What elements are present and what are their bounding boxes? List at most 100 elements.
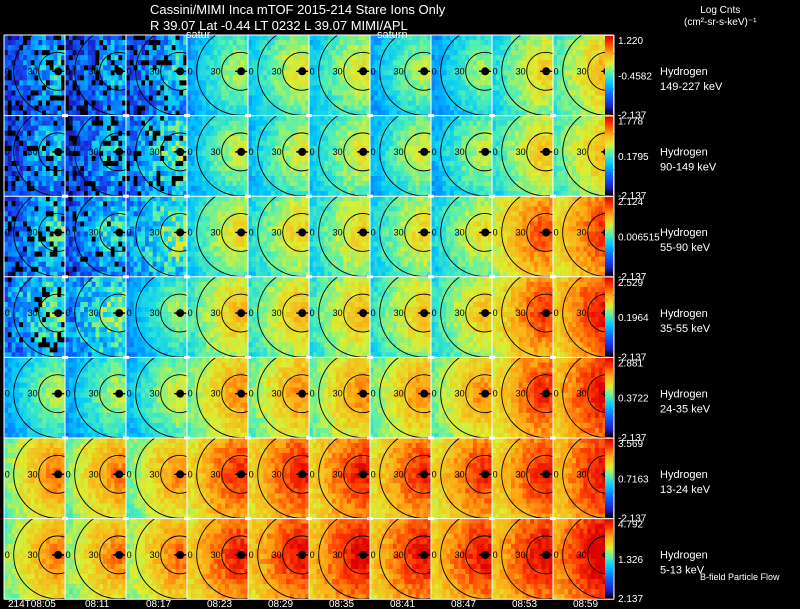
heatmap-cell: [392, 140, 397, 147]
heatmap-cell: [533, 100, 539, 106]
heatmap-cell: [377, 40, 382, 46]
heatmap-cell: [259, 155, 264, 162]
heatmap-cell: [225, 65, 230, 71]
heatmap-cell: [389, 155, 394, 162]
heatmap-cell: [404, 35, 409, 41]
heatmap-cell: [427, 171, 432, 177]
heatmap-cell: [385, 130, 390, 137]
heatmap-cell: [194, 140, 199, 147]
heatmap-cell: [411, 191, 417, 197]
heatmap-cell: [53, 191, 58, 197]
heatmap-cell: [347, 145, 352, 152]
heatmap-cell: [57, 90, 62, 96]
heatmap-cell: [518, 80, 523, 86]
heatmap-cell: [228, 65, 234, 71]
heatmap-cell: [411, 40, 417, 46]
heatmap-cell: [236, 115, 241, 121]
heatmap-cell: [267, 160, 272, 167]
heatmap-cell: [80, 110, 85, 116]
heatmap-cell: [213, 110, 218, 116]
heatmap-cell: [560, 60, 565, 66]
heatmap-cell: [457, 130, 462, 137]
heatmap-cell: [476, 55, 481, 61]
heatmap-cell: [30, 120, 35, 126]
heatmap-cell: [15, 70, 20, 76]
heatmap-cell: [377, 125, 382, 132]
heatmap-cell: [594, 100, 600, 106]
heatmap-cell: [324, 105, 329, 111]
heatmap-cell: [45, 60, 51, 66]
heatmap-cell: [7, 40, 12, 46]
heatmap-cell: [171, 171, 176, 177]
heatmap-cell: [404, 50, 409, 56]
heatmap-cell: [556, 75, 561, 81]
heatmap-cell: [427, 165, 432, 172]
heatmap-cell: [404, 125, 409, 132]
heatmap-cell: [141, 145, 146, 152]
heatmap-cell: [179, 120, 184, 126]
heatmap-cell: [312, 160, 317, 167]
heatmap-cell: [572, 45, 577, 51]
heatmap-cell: [194, 80, 199, 86]
heatmap-cell: [431, 171, 436, 177]
heatmap-cell: [469, 160, 474, 167]
heatmap-cell: [549, 155, 554, 162]
heatmap-cell: [202, 155, 207, 162]
heatmap-cell: [309, 75, 314, 81]
heatmap-cell: [389, 150, 394, 157]
heatmap-cell: [171, 160, 176, 167]
heatmap-cell: [248, 65, 253, 71]
heatmap-cell: [583, 80, 588, 86]
heatmap-cell: [507, 165, 512, 172]
heatmap-cell: [202, 181, 207, 187]
heatmap-cell: [263, 135, 268, 142]
heatmap-cell: [110, 80, 115, 86]
heatmap-cell: [95, 135, 100, 142]
heatmap-cell: [179, 160, 184, 167]
heatmap-cell: [507, 60, 512, 66]
heatmap-cell: [381, 60, 386, 66]
heatmap-cell: [392, 165, 397, 172]
heatmap-cell: [358, 60, 363, 66]
heatmap-cell: [274, 160, 279, 167]
heatmap-cell: [499, 140, 504, 147]
heatmap-cell: [396, 171, 401, 177]
heatmap-cell: [442, 45, 447, 51]
heatmap-cell: [225, 176, 230, 182]
heatmap-cell: [65, 165, 70, 172]
heatmap-cell: [61, 35, 66, 41]
heatmap-cell: [152, 95, 157, 101]
heatmap-cell: [381, 35, 386, 41]
heatmap-cell: [42, 90, 47, 96]
heatmap-cell: [38, 135, 43, 142]
heatmap-cell: [354, 191, 359, 197]
heatmap-cell: [297, 60, 302, 66]
heatmap-cell: [526, 50, 531, 56]
heatmap-cell: [484, 181, 489, 187]
heatmap-cell: [507, 125, 512, 132]
heatmap-cell: [187, 186, 192, 192]
heatmap-cell: [335, 90, 340, 96]
heatmap-cell: [26, 130, 31, 137]
heatmap-cell: [99, 70, 104, 76]
heatmap-cell: [400, 60, 405, 66]
heatmap-cell: [282, 115, 287, 121]
heatmap-cell: [152, 150, 157, 157]
heatmap-cell: [122, 145, 127, 152]
heatmap-cell: [91, 95, 96, 101]
heatmap-cell: [469, 125, 474, 132]
heatmap-cell: [507, 45, 512, 51]
heatmap-cell: [480, 191, 485, 197]
heatmap-cell: [259, 145, 264, 152]
heatmap-cell: [190, 191, 195, 197]
heatmap-cell: [385, 186, 390, 192]
heatmap-cell: [385, 65, 390, 71]
heatmap-cell: [450, 35, 455, 41]
heatmap-cell: [423, 140, 428, 147]
heatmap-cell: [305, 186, 310, 192]
heatmap-cell: [122, 65, 127, 71]
heatmap-cell: [72, 75, 77, 81]
heatmap-cell: [354, 160, 359, 167]
heatmap-cell: [293, 171, 298, 177]
heatmap-cell: [575, 60, 580, 66]
